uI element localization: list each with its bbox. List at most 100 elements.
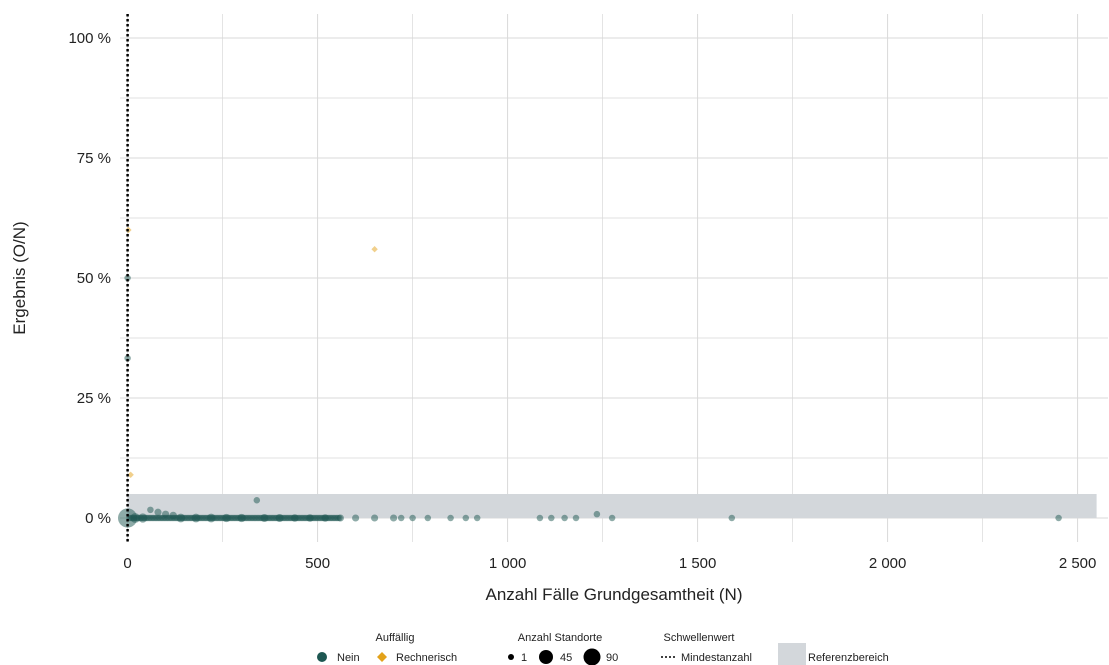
point-nein xyxy=(473,514,481,522)
point-nein xyxy=(231,514,238,522)
tick-labels: 0 500 1 000 1 500 2 000 2 500 0 % 25 % 50 % 75 % 1… xyxy=(68,30,1096,572)
point-nein xyxy=(1055,514,1062,522)
point-nein xyxy=(253,496,261,504)
point-nein xyxy=(273,514,281,522)
point-nein xyxy=(143,514,150,522)
point-nein xyxy=(197,514,205,522)
point-nein xyxy=(194,514,202,522)
legend-title-schwellenwert: Schwellenwert xyxy=(664,632,735,644)
x-axis-title: Anzahl Fälle Grundgesamtheit (N) xyxy=(485,585,742,604)
legend-size-45 xyxy=(539,650,553,664)
point-nein xyxy=(153,514,161,522)
point-nein xyxy=(263,514,270,522)
point-nein xyxy=(165,514,173,522)
point-nein xyxy=(212,514,220,522)
grid-lines xyxy=(120,14,1108,542)
point-nein xyxy=(295,514,302,522)
y-tick-label: 50 % xyxy=(77,270,111,287)
point-nein xyxy=(287,514,294,522)
point-nein xyxy=(275,514,282,522)
point-nein xyxy=(311,514,319,522)
point-nein xyxy=(352,514,360,522)
point-nein xyxy=(150,514,158,522)
point-nein xyxy=(156,514,164,522)
point-nein xyxy=(173,514,180,522)
point-nein xyxy=(200,514,208,522)
point-nein xyxy=(206,514,214,522)
point-nein xyxy=(608,514,616,522)
point-nein xyxy=(447,514,454,522)
x-tick-label: 0 xyxy=(123,555,131,572)
legend-label-referenzbereich: Referenzbereich xyxy=(808,652,889,664)
point-nein xyxy=(169,511,177,520)
point-nein xyxy=(147,514,154,522)
y-tick-label: 0 % xyxy=(85,510,111,527)
point-nein xyxy=(238,514,246,522)
point-nein xyxy=(191,513,201,523)
point-nein xyxy=(266,514,273,522)
point-nein xyxy=(304,514,311,522)
point-nein xyxy=(184,514,191,522)
point-nein xyxy=(232,514,240,522)
point-nein xyxy=(144,514,151,522)
point-nein xyxy=(298,514,305,522)
point-nein xyxy=(130,513,141,523)
point-nein xyxy=(182,514,189,522)
point-nein xyxy=(206,513,216,523)
point-nein xyxy=(152,514,159,522)
y-tick-label: 25 % xyxy=(77,390,111,407)
reference-band-layer xyxy=(127,494,1097,518)
point-nein xyxy=(299,514,306,522)
point-nein xyxy=(161,514,168,522)
point-nein xyxy=(229,514,237,522)
legend-swatch-rechnerisch xyxy=(377,652,387,662)
legend-size-1 xyxy=(508,654,514,660)
point-nein xyxy=(159,514,167,522)
point-nein xyxy=(190,514,197,522)
point-nein xyxy=(279,514,287,522)
point-nein xyxy=(176,514,183,522)
legend-size-label-45: 45 xyxy=(560,652,572,664)
point-nein xyxy=(220,514,227,522)
point-nein xyxy=(561,514,568,522)
point-nein xyxy=(275,514,284,522)
legend: Auffällig Nein Rechnerisch Anzahl Stando… xyxy=(317,632,889,665)
point-nein xyxy=(260,514,267,522)
point-nein xyxy=(209,514,217,522)
point-nein xyxy=(202,514,209,522)
point-nein xyxy=(322,514,329,522)
legend-label-nein: Nein xyxy=(337,652,360,664)
point-nein xyxy=(155,514,162,522)
point-nein xyxy=(317,514,325,522)
point-nein xyxy=(334,514,341,522)
point-nein xyxy=(164,514,171,522)
point-nein xyxy=(267,514,275,522)
point-nein xyxy=(127,514,135,522)
point-nein xyxy=(593,510,601,518)
point-nein xyxy=(132,514,139,522)
point-nein xyxy=(244,514,252,522)
point-nein xyxy=(264,514,272,522)
x-tick-label: 2 500 xyxy=(1059,555,1097,572)
point-nein xyxy=(285,514,293,522)
point-nein xyxy=(313,514,320,522)
data-points xyxy=(117,226,1062,528)
point-nein xyxy=(187,514,194,522)
y-axis-title: Ergebnis (O/N) xyxy=(10,221,29,334)
point-nein xyxy=(146,514,153,522)
point-nein xyxy=(302,514,310,522)
point-nein xyxy=(728,514,736,522)
point-nein xyxy=(240,514,247,522)
point-nein xyxy=(234,514,241,522)
point-nein xyxy=(174,514,182,522)
point-nein xyxy=(306,514,314,522)
point-nein xyxy=(336,514,344,522)
point-nein xyxy=(390,514,398,522)
point-nein xyxy=(117,508,138,528)
point-nein xyxy=(211,514,218,522)
point-nein xyxy=(290,514,297,522)
point-nein xyxy=(162,510,170,518)
point-rechnerisch xyxy=(127,471,134,478)
point-nein xyxy=(168,514,176,522)
